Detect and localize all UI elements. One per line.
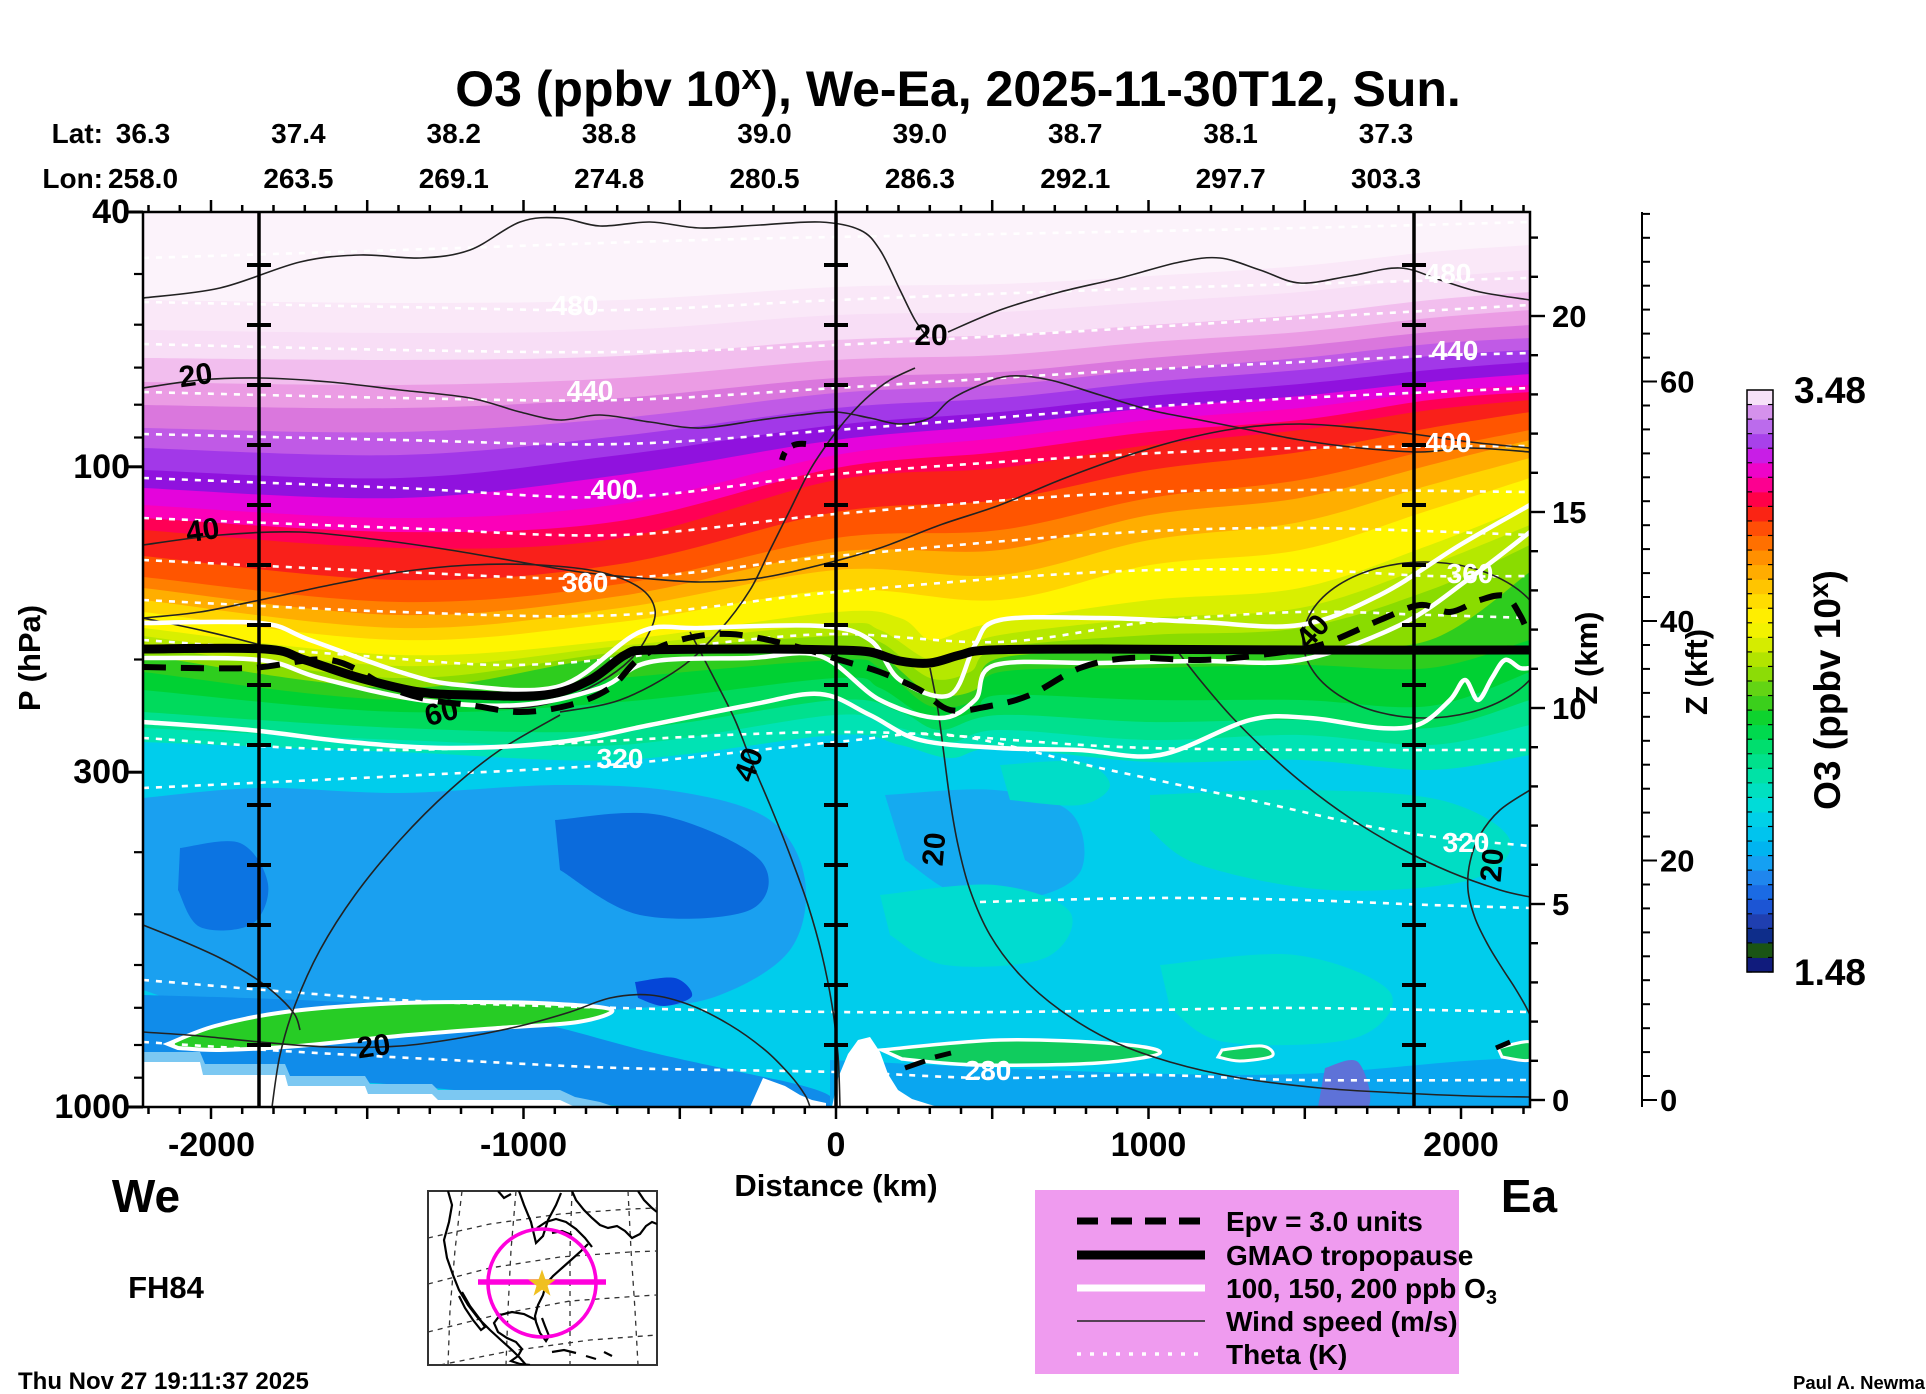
svg-text:10: 10: [1552, 691, 1586, 726]
svg-text:36.3: 36.3: [116, 118, 171, 149]
svg-text:Z (km): Z (km): [1569, 612, 1604, 705]
svg-text:292.1: 292.1: [1040, 163, 1110, 194]
svg-text:1000: 1000: [54, 1088, 130, 1126]
svg-text:20: 20: [917, 831, 953, 867]
svg-text:Paul A. Newman (NASA: Paul A. Newman (NASA: [1793, 1372, 1926, 1393]
svg-text:37.3: 37.3: [1359, 118, 1414, 149]
svg-text:GMAO tropopause: GMAO tropopause: [1226, 1240, 1473, 1271]
svg-text:Ea: Ea: [1501, 1170, 1558, 1222]
svg-text:Z (kft): Z (kft): [1679, 629, 1714, 715]
svg-text:39.0: 39.0: [893, 118, 948, 149]
svg-text:5: 5: [1552, 887, 1569, 922]
svg-text:20: 20: [1475, 847, 1511, 883]
svg-text:400: 400: [591, 474, 638, 505]
svg-text:-1000: -1000: [480, 1126, 567, 1164]
svg-text:Wind speed (m/s): Wind speed (m/s): [1226, 1306, 1458, 1337]
svg-text:38.7: 38.7: [1048, 118, 1103, 149]
svg-text:37.4: 37.4: [271, 118, 326, 149]
svg-text:Lon:: Lon:: [42, 163, 103, 194]
svg-text:P (hPa): P (hPa): [12, 605, 47, 711]
svg-text:0: 0: [1552, 1083, 1569, 1118]
svg-text:360: 360: [562, 567, 609, 598]
svg-text:Distance (km): Distance (km): [734, 1168, 937, 1203]
svg-text:20: 20: [1660, 844, 1694, 879]
svg-text:We: We: [112, 1170, 180, 1222]
svg-text:480: 480: [552, 290, 599, 321]
svg-text:0: 0: [827, 1126, 846, 1164]
svg-text:20: 20: [177, 357, 215, 394]
svg-text:303.3: 303.3: [1351, 163, 1421, 194]
svg-text:40: 40: [184, 512, 222, 549]
svg-text:O3 (ppbv 10x), We-Ea, 2025-11-: O3 (ppbv 10x), We-Ea, 2025-11-30T12, Sun…: [455, 56, 1461, 117]
svg-text:258.0: 258.0: [108, 163, 178, 194]
svg-text:38.2: 38.2: [427, 118, 482, 149]
svg-text:480: 480: [1425, 258, 1472, 289]
svg-text:20: 20: [1552, 299, 1586, 334]
svg-text:60: 60: [1660, 365, 1694, 400]
svg-text:Theta (K): Theta (K): [1226, 1339, 1347, 1370]
svg-text:286.3: 286.3: [885, 163, 955, 194]
svg-text:40: 40: [1660, 604, 1694, 639]
svg-text:320: 320: [597, 743, 644, 774]
svg-text:39.0: 39.0: [737, 118, 792, 149]
svg-text:O3 (ppbv 10x): O3 (ppbv 10x): [1803, 570, 1848, 810]
svg-text:3.48: 3.48: [1794, 370, 1866, 411]
svg-text:274.8: 274.8: [574, 163, 644, 194]
svg-text:400: 400: [1425, 427, 1472, 458]
svg-text:38.8: 38.8: [582, 118, 637, 149]
svg-text:320: 320: [1443, 827, 1490, 858]
svg-text:100, 150, 200 ppb O3: 100, 150, 200 ppb O3: [1226, 1273, 1497, 1309]
svg-text:297.7: 297.7: [1196, 163, 1266, 194]
svg-text:40: 40: [92, 193, 130, 231]
svg-text:263.5: 263.5: [263, 163, 333, 194]
svg-text:38.1: 38.1: [1203, 118, 1258, 149]
svg-text:280.5: 280.5: [729, 163, 799, 194]
svg-text:1.48: 1.48: [1794, 952, 1866, 993]
svg-text:Epv = 3.0 units: Epv = 3.0 units: [1226, 1206, 1423, 1237]
svg-text:-2000: -2000: [168, 1126, 255, 1164]
svg-text:Thu Nov 27 19:11:37 2025: Thu Nov 27 19:11:37 2025: [18, 1368, 309, 1394]
svg-text:15: 15: [1552, 495, 1586, 530]
svg-text:280: 280: [965, 1055, 1012, 1086]
svg-text:FH84: FH84: [128, 1270, 205, 1305]
svg-text:440: 440: [567, 375, 614, 406]
svg-text:269.1: 269.1: [419, 163, 489, 194]
svg-text:20: 20: [914, 319, 947, 352]
svg-text:100: 100: [73, 448, 130, 486]
svg-text:Lat:: Lat:: [52, 118, 103, 149]
svg-text:2000: 2000: [1423, 1126, 1499, 1164]
svg-text:20: 20: [355, 1028, 393, 1065]
svg-text:0: 0: [1660, 1083, 1677, 1118]
svg-text:360: 360: [1447, 558, 1494, 589]
svg-text:300: 300: [73, 753, 130, 791]
svg-text:440: 440: [1432, 335, 1479, 366]
svg-text:1000: 1000: [1111, 1126, 1187, 1164]
